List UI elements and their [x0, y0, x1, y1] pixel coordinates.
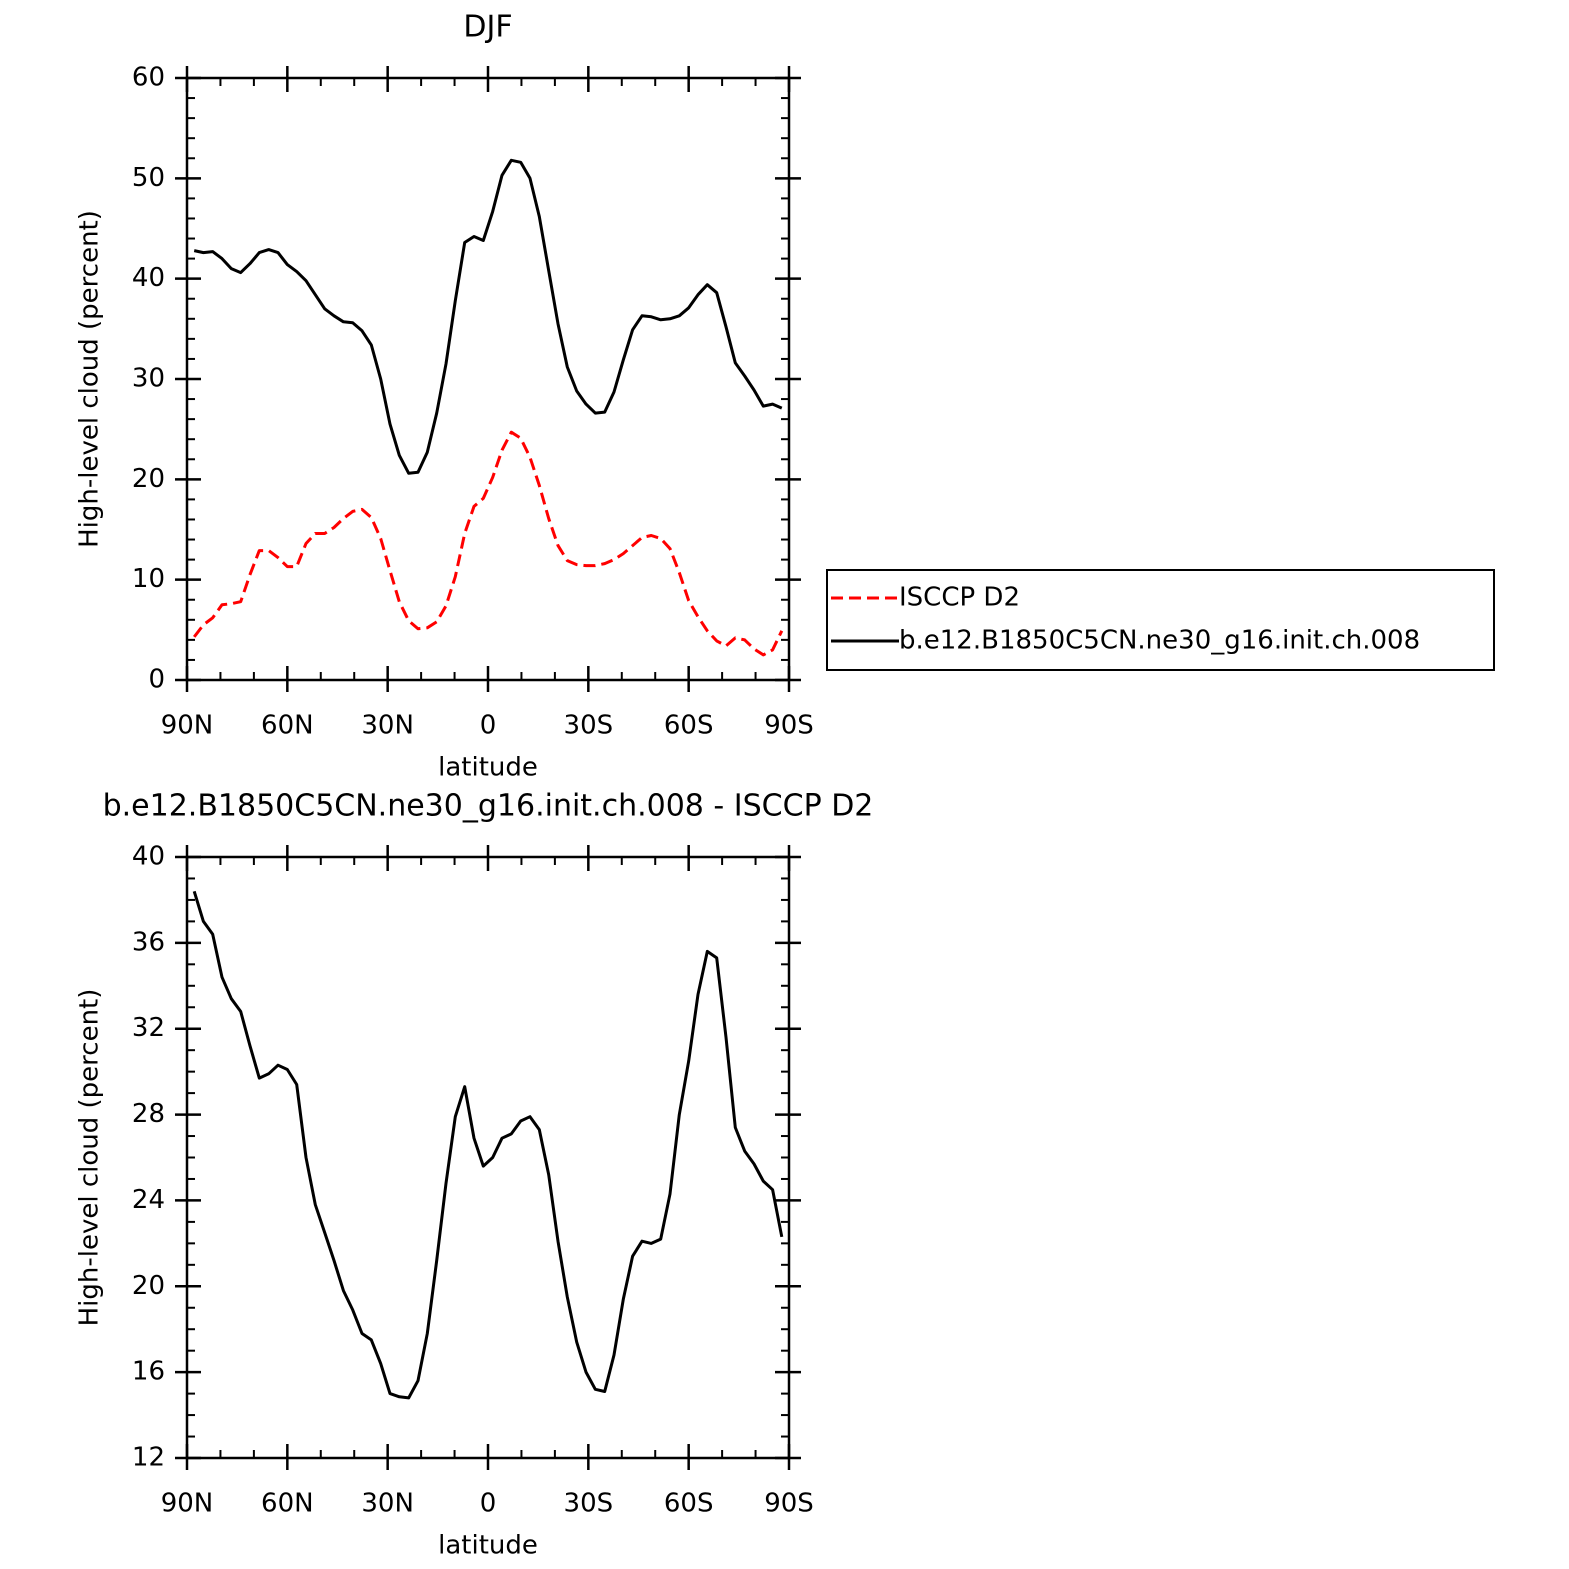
- y-tick-label: 12: [132, 1443, 165, 1473]
- chart-title: b.e12.B1850C5CN.ne30_g16.init.ch.008 - I…: [103, 789, 874, 824]
- x-tick-label: 90S: [764, 711, 814, 741]
- y-tick-label: 40: [132, 263, 165, 293]
- x-tick-label: 60S: [664, 711, 714, 741]
- y-tick-label: 24: [132, 1185, 165, 1215]
- y-tick-label: 20: [132, 464, 165, 494]
- x-tick-label: 60S: [664, 1489, 714, 1519]
- x-tick-label: 60N: [261, 1489, 314, 1519]
- y-tick-label: 50: [132, 163, 165, 193]
- x-tick-label: 30S: [564, 1489, 614, 1519]
- data-line: [194, 891, 782, 1398]
- data-line: [194, 432, 782, 655]
- x-tick-label: 30N: [361, 711, 414, 741]
- y-tick-label: 40: [132, 842, 165, 872]
- y-axis-label: High-level cloud (percent): [75, 989, 105, 1327]
- plot-frame: [187, 78, 789, 680]
- legend-label: ISCCP D2: [899, 583, 1020, 613]
- y-tick-label: 20: [132, 1271, 165, 1301]
- y-tick-label: 28: [132, 1099, 165, 1129]
- y-tick-label: 0: [148, 665, 165, 695]
- x-tick-label: 0: [480, 1489, 497, 1519]
- x-axis-label: latitude: [438, 1531, 538, 1561]
- x-tick-label: 0: [480, 711, 497, 741]
- plot-frame: [187, 857, 789, 1458]
- x-axis-label: latitude: [438, 753, 538, 783]
- y-tick-label: 36: [132, 927, 165, 957]
- x-tick-label: 30S: [564, 711, 614, 741]
- legend-label: b.e12.B1850C5CN.ne30_g16.init.ch.008: [899, 626, 1420, 656]
- x-tick-label: 60N: [261, 711, 314, 741]
- chart-title: DJF: [463, 10, 512, 45]
- x-tick-label: 90S: [764, 1489, 814, 1519]
- y-axis-label: High-level cloud (percent): [75, 210, 105, 548]
- y-tick-label: 60: [132, 63, 165, 93]
- y-tick-label: 32: [132, 1013, 165, 1043]
- y-tick-label: 10: [132, 564, 165, 594]
- figure: DJF latitude High-level cloud (percent) 90N…: [0, 0, 1569, 1569]
- x-tick-label: 30N: [361, 1489, 414, 1519]
- y-tick-label: 30: [132, 364, 165, 394]
- x-tick-label: 90N: [161, 1489, 214, 1519]
- y-tick-label: 16: [132, 1357, 165, 1387]
- data-line: [194, 160, 782, 473]
- x-tick-label: 90N: [161, 711, 214, 741]
